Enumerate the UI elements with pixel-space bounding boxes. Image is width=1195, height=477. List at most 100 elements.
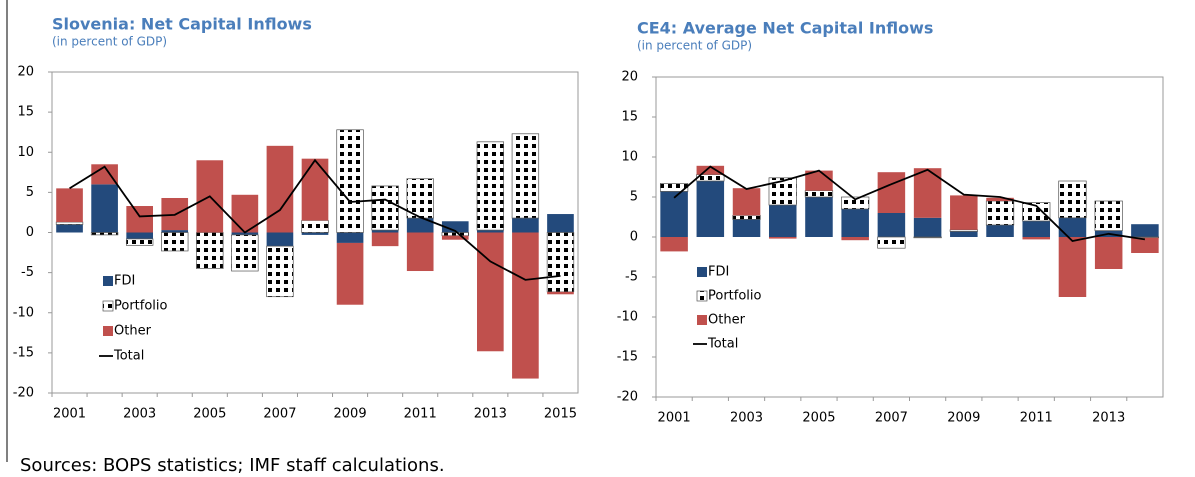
legend-label: Total [707, 337, 738, 352]
bar-segment [660, 191, 688, 237]
y-tick-label: 0 [26, 225, 34, 240]
bar-segment [1094, 200, 1123, 231]
bar-segment [126, 232, 153, 239]
y-tick-label: -20 [13, 386, 34, 401]
bar-segment [547, 214, 574, 233]
y-tick-label: -10 [617, 310, 638, 325]
bar-segment [476, 141, 505, 231]
bar-segment [1094, 237, 1123, 269]
y-tick-label: 20 [621, 70, 638, 85]
bar-segment [877, 213, 906, 237]
bar-segment [266, 245, 294, 298]
y-tick-label: -5 [21, 265, 34, 280]
bar-segment [512, 218, 539, 233]
bar-segment [660, 237, 688, 252]
bar-segment [1058, 217, 1087, 237]
bar-segment [768, 205, 797, 237]
y-tick-label: 0 [630, 230, 638, 245]
bar-segment [1022, 202, 1051, 222]
bar-segment [547, 291, 574, 295]
bar-segment [126, 206, 153, 233]
legend-label: FDI [708, 265, 729, 280]
chart-panel: Slovenia: Net Capital Inflows(in percent… [13, 15, 579, 422]
bar-segment [732, 188, 761, 216]
legend-swatch [103, 326, 113, 336]
bar-segment [161, 230, 189, 233]
y-tick-label: 20 [17, 65, 34, 80]
bar-segment [512, 232, 539, 379]
bar-segment [511, 133, 540, 219]
y-tick-label: -15 [617, 350, 638, 365]
legend-swatch [697, 315, 707, 325]
legend-label: Other [708, 313, 746, 328]
bar-segment [732, 219, 761, 237]
bar-segment [986, 225, 1014, 237]
x-tick-label: 2015 [544, 407, 577, 422]
bar-segment [1058, 237, 1087, 297]
bar-segment [196, 232, 224, 269]
bar-segment [913, 217, 942, 237]
x-tick-label: 2009 [334, 407, 367, 422]
bar-segment [125, 238, 154, 246]
bar-segment [301, 232, 329, 235]
bar-segment [805, 197, 833, 237]
x-tick-label: 2003 [730, 411, 763, 426]
bar-segment [441, 221, 469, 233]
y-tick-label: 10 [621, 150, 638, 165]
bar-segment [55, 221, 84, 225]
bar-segment [441, 235, 469, 240]
x-tick-label: 2011 [1020, 411, 1053, 426]
bar-segment [266, 232, 294, 247]
bar-segment [696, 181, 725, 237]
bar-segment [949, 229, 978, 232]
chart-subtitle: (in percent of GDP) [52, 35, 167, 49]
bar-segment [90, 232, 119, 236]
legend-label: Other [114, 324, 152, 339]
y-tick-label: 15 [621, 110, 638, 125]
x-tick-label: 2005 [802, 411, 835, 426]
y-tick-label: 5 [26, 185, 34, 200]
bar-segment [56, 224, 83, 233]
bar-segment [336, 129, 364, 233]
x-tick-label: 2001 [53, 407, 86, 422]
x-tick-label: 2001 [658, 411, 691, 426]
bar-segment [91, 164, 118, 185]
y-tick-label: 5 [630, 190, 638, 205]
legend-label: FDI [114, 274, 135, 289]
x-tick-label: 2005 [193, 407, 226, 422]
bar-segment [1058, 180, 1087, 219]
x-tick-label: 2013 [1092, 411, 1125, 426]
legend-label: Total [113, 349, 144, 364]
bar-segment [441, 232, 469, 237]
source-note: Sources: BOPS statistics; IMF staff calc… [20, 455, 445, 476]
legend-swatch [697, 267, 707, 277]
bar-segment [406, 218, 434, 233]
bar-segment [877, 172, 906, 213]
x-tick-label: 2013 [474, 407, 507, 422]
bar-segment [266, 145, 294, 233]
bar-segment [841, 196, 870, 210]
bar-segment [1131, 237, 1159, 253]
bar-segment [659, 183, 689, 192]
y-tick-label: -10 [13, 305, 34, 320]
y-tick-label: -5 [625, 270, 638, 285]
bar-segment [371, 185, 399, 231]
legend-label: Portfolio [114, 299, 168, 314]
bar-segment [371, 230, 399, 233]
bar-segment [406, 232, 434, 272]
bar-segment [336, 242, 364, 305]
total-line [69, 158, 561, 281]
y-tick-label: 10 [17, 145, 34, 160]
x-tick-label: 2009 [947, 411, 980, 426]
bar-segment [91, 184, 118, 233]
bar-segment [696, 165, 725, 175]
bar-segment [877, 236, 906, 249]
x-tick-label: 2003 [123, 407, 156, 422]
legend-label: Portfolio [708, 289, 762, 304]
x-tick-label: 2007 [875, 411, 908, 426]
bar-segment [406, 178, 434, 219]
chart-subtitle: (in percent of GDP) [637, 39, 752, 53]
y-tick-label: -20 [617, 390, 638, 405]
x-tick-label: 2007 [263, 407, 296, 422]
bar-segment [301, 220, 329, 233]
